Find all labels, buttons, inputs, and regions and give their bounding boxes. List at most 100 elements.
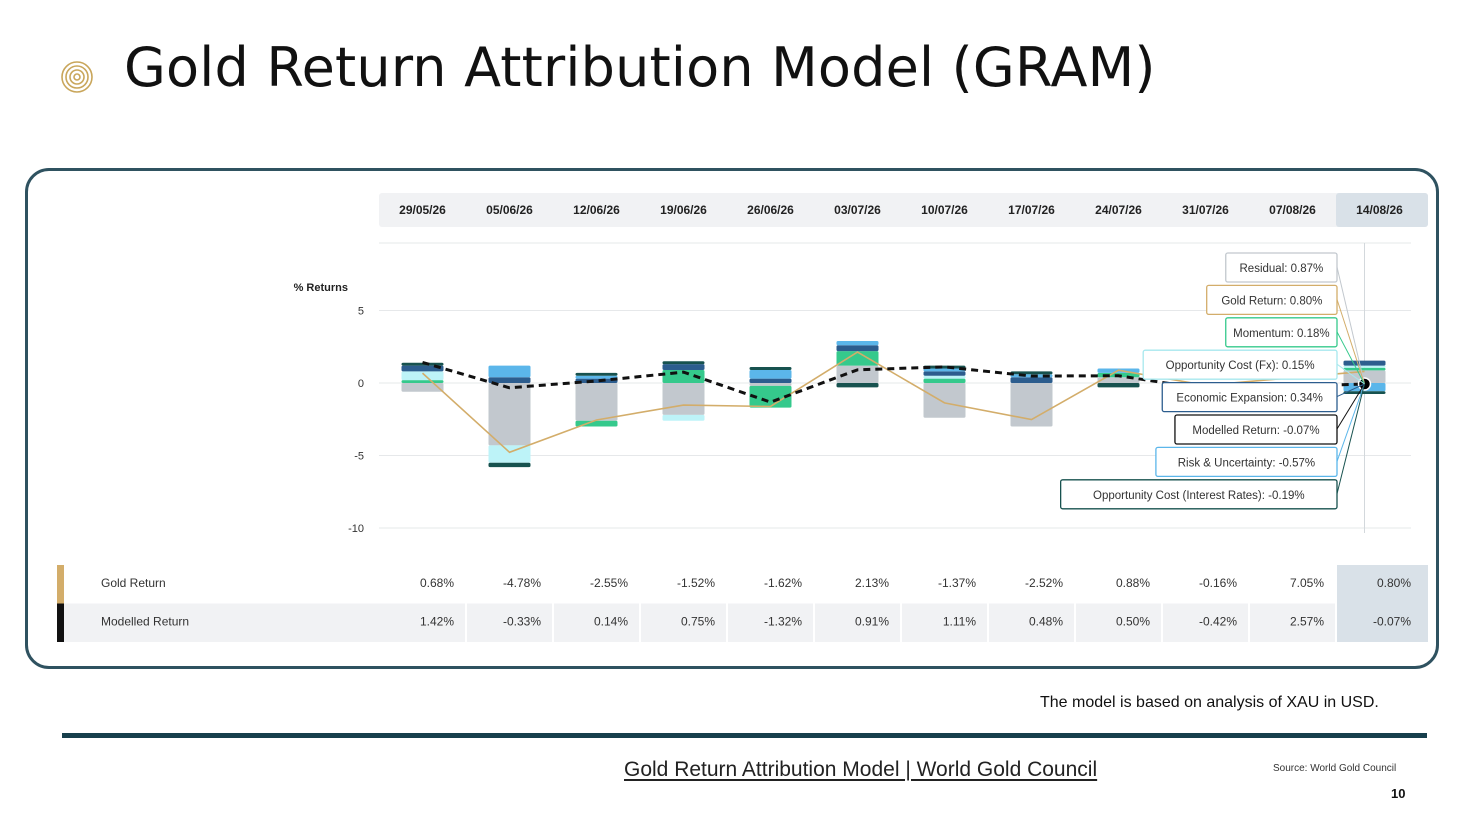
table-cell: 0.14% bbox=[594, 615, 628, 629]
bar-segment bbox=[575, 372, 618, 376]
page-number: 10 bbox=[1391, 786, 1406, 801]
tooltip-box bbox=[1225, 252, 1338, 283]
gram-source-link[interactable]: Gold Return Attribution Model | World Go… bbox=[624, 758, 1098, 781]
x-tick-label: 26/06/26 bbox=[747, 203, 794, 217]
bar-segment bbox=[749, 378, 792, 383]
x-tick-label: 17/07/26 bbox=[1008, 203, 1055, 217]
table-cell: -2.55% bbox=[590, 576, 628, 590]
table-cell: 2.13% bbox=[855, 576, 889, 590]
highlight-table-cell bbox=[1336, 565, 1428, 642]
tooltip-box bbox=[1174, 414, 1338, 445]
x-tick-label: 12/06/26 bbox=[573, 203, 620, 217]
table-cell: -1.62% bbox=[764, 576, 802, 590]
x-tick-label: 07/08/26 bbox=[1269, 203, 1316, 217]
y-axis-label: % Returns bbox=[294, 282, 348, 294]
table-row-band bbox=[64, 603, 1336, 642]
table-cell: -4.78% bbox=[503, 576, 541, 590]
table-cell: -0.16% bbox=[1199, 576, 1237, 590]
tooltip-connector bbox=[1336, 266, 1365, 385]
bar-segment bbox=[923, 383, 966, 418]
tooltip-connector bbox=[1336, 383, 1365, 494]
tooltip-connector bbox=[1336, 299, 1365, 385]
x-tick-label: 24/07/26 bbox=[1095, 203, 1142, 217]
tooltip-box bbox=[1161, 381, 1338, 413]
table-cell: 2.57% bbox=[1290, 615, 1324, 629]
x-tick-label: 03/07/26 bbox=[834, 203, 881, 217]
tooltip-box bbox=[1142, 349, 1338, 380]
bar-segment bbox=[836, 340, 879, 346]
table-row-label: Gold Return bbox=[101, 576, 166, 590]
source-label: Source: World Gold Council bbox=[1273, 763, 1397, 774]
concentric-circles-icon bbox=[61, 61, 93, 93]
bar-segment bbox=[1343, 360, 1386, 366]
table-row-label: Modelled Return bbox=[101, 615, 189, 629]
bar-segment bbox=[749, 383, 792, 386]
table-cell: -0.07% bbox=[1373, 615, 1411, 629]
bar-segment bbox=[1010, 371, 1053, 375]
bar-segment bbox=[1010, 383, 1053, 427]
x-tick-label: 31/07/26 bbox=[1182, 203, 1229, 217]
y-tick-label: -5 bbox=[354, 451, 364, 463]
bar-segment bbox=[401, 380, 444, 383]
table-cell: 1.11% bbox=[943, 615, 976, 629]
tooltip-box bbox=[1060, 479, 1338, 510]
x-tick-label: 29/05/26 bbox=[399, 203, 446, 217]
tooltip-connector bbox=[1336, 383, 1365, 430]
tooltip-label: Residual: 0.87% bbox=[1240, 263, 1324, 275]
bar-segment bbox=[662, 364, 705, 370]
table-cell: 7.05% bbox=[1290, 576, 1324, 590]
footer-divider bbox=[62, 733, 1427, 738]
bar-segment bbox=[836, 351, 879, 366]
table-cell: 0.68% bbox=[420, 576, 454, 590]
bar-segment bbox=[575, 378, 618, 383]
y-tick-label: 5 bbox=[358, 306, 364, 318]
bar-segment bbox=[923, 371, 966, 376]
table-cell: -0.33% bbox=[503, 615, 541, 629]
bar-segment bbox=[1010, 377, 1053, 383]
bar-segment bbox=[488, 377, 531, 383]
bar-segment bbox=[836, 345, 879, 352]
bar-segment bbox=[749, 369, 792, 379]
x-tick-label: 14/08/26 bbox=[1356, 203, 1403, 217]
date-header-band bbox=[379, 193, 1428, 227]
bar-segment bbox=[488, 462, 531, 468]
table-cell: 0.50% bbox=[1116, 615, 1150, 629]
table-cell: 1.42% bbox=[420, 615, 454, 629]
table-row-color-key bbox=[57, 603, 64, 642]
bar-segment bbox=[923, 368, 966, 372]
bar-segment bbox=[575, 420, 618, 427]
bar-segment bbox=[836, 383, 879, 388]
bar-segment bbox=[923, 378, 966, 383]
tooltip-label: Modelled Return: -0.07% bbox=[1192, 425, 1319, 437]
bar-segment bbox=[401, 365, 444, 372]
tooltip-label: Opportunity Cost (Fx): 0.15% bbox=[1166, 360, 1315, 372]
table-cell: 0.80% bbox=[1377, 576, 1411, 590]
bar-segment bbox=[401, 383, 444, 392]
tooltip-label: Risk & Uncertainty: -0.57% bbox=[1178, 457, 1315, 469]
tooltip-label: Momentum: 0.18% bbox=[1233, 328, 1330, 340]
table-cell: -2.52% bbox=[1025, 576, 1063, 590]
bar-segment bbox=[662, 383, 705, 415]
table-cell: 0.75% bbox=[681, 615, 715, 629]
y-tick-label: -10 bbox=[348, 523, 364, 535]
y-tick-label: 0 bbox=[358, 378, 364, 390]
bar-segment bbox=[662, 414, 705, 421]
tooltip-box bbox=[1225, 317, 1338, 348]
bar-segment bbox=[401, 362, 444, 366]
table-cell: 0.48% bbox=[1029, 615, 1063, 629]
tooltip-connector bbox=[1336, 383, 1365, 398]
tooltip-label: Economic Expansion: 0.34% bbox=[1176, 393, 1322, 405]
tooltip-box bbox=[1155, 446, 1338, 478]
bar-segment bbox=[1097, 383, 1140, 388]
tooltip-label: Opportunity Cost (Interest Rates): -0.19… bbox=[1093, 490, 1305, 502]
tooltip-box bbox=[1206, 284, 1338, 316]
x-tick-label: 19/06/26 bbox=[660, 203, 707, 217]
table-cell: 0.88% bbox=[1116, 576, 1150, 590]
tooltip-connector bbox=[1336, 363, 1365, 385]
bar-segment bbox=[923, 375, 966, 379]
modelled-return-line bbox=[422, 360, 1365, 404]
tooltip-connector bbox=[1336, 383, 1365, 462]
tooltip-connector bbox=[1336, 331, 1365, 385]
table-cell: -0.42% bbox=[1199, 615, 1237, 629]
